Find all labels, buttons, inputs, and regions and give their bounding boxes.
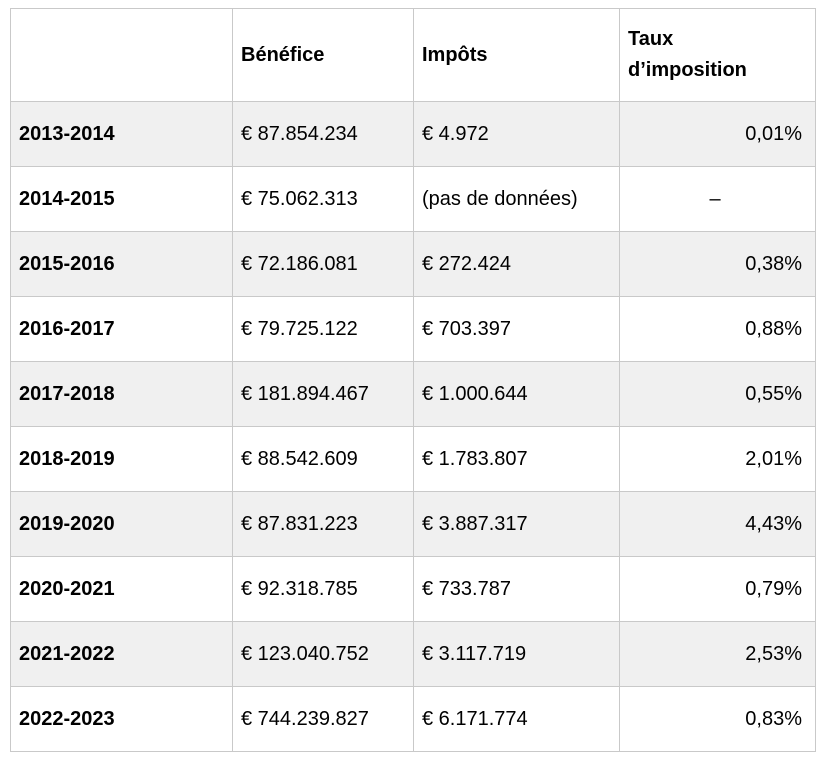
benefice-cell: € 79.725.122 bbox=[232, 296, 414, 362]
benefice-cell: € 181.894.467 bbox=[232, 361, 414, 427]
period-cell: 2017-2018 bbox=[10, 361, 233, 427]
header-row: Bénéfice Impôts Taux d’imposition bbox=[10, 8, 816, 102]
taux-cell: 0,88% bbox=[619, 296, 816, 362]
impots-cell: € 1.783.807 bbox=[413, 426, 620, 492]
taux-cell: 0,01% bbox=[619, 101, 816, 167]
impots-cell: € 4.972 bbox=[413, 101, 620, 167]
benefice-cell: € 75.062.313 bbox=[232, 166, 414, 232]
benefice-cell: € 123.040.752 bbox=[232, 621, 414, 687]
header-taux-label: Taux d’imposition bbox=[628, 28, 747, 81]
benefice-cell: € 88.542.609 bbox=[232, 426, 414, 492]
table-row-2017-2018: 2017-2018 € 181.894.467 € 1.000.644 0,55… bbox=[10, 361, 816, 427]
period-cell: 2020-2021 bbox=[10, 556, 233, 622]
header-taux: Taux d’imposition bbox=[619, 8, 816, 102]
table-row-2022-2023: 2022-2023 € 744.239.827 € 6.171.774 0,83… bbox=[10, 686, 816, 752]
table-row-2015-2016: 2015-2016 € 72.186.081 € 272.424 0,38% bbox=[10, 231, 816, 297]
header-benefice: Bénéfice bbox=[232, 8, 414, 102]
tax-table: Bénéfice Impôts Taux d’imposition 2013-2… bbox=[10, 8, 816, 752]
taux-cell: 0,55% bbox=[619, 361, 816, 427]
table-container: Bénéfice Impôts Taux d’imposition 2013-2… bbox=[10, 8, 816, 752]
period-cell: 2018-2019 bbox=[10, 426, 233, 492]
benefice-cell: € 87.831.223 bbox=[232, 491, 414, 557]
impots-cell: € 3.887.317 bbox=[413, 491, 620, 557]
header-impots: Impôts bbox=[413, 8, 620, 102]
taux-cell: – bbox=[619, 166, 816, 232]
period-cell: 2021-2022 bbox=[10, 621, 233, 687]
header-blank bbox=[10, 8, 233, 102]
taux-cell: 0,83% bbox=[619, 686, 816, 752]
taux-cell: 2,53% bbox=[619, 621, 816, 687]
table-row-2013-2014: 2013-2014 € 87.854.234 € 4.972 0,01% bbox=[10, 101, 816, 167]
table-row-2016-2017: 2016-2017 € 79.725.122 € 703.397 0,88% bbox=[10, 296, 816, 362]
impots-cell: € 733.787 bbox=[413, 556, 620, 622]
taux-cell: 4,43% bbox=[619, 491, 816, 557]
taux-cell: 0,38% bbox=[619, 231, 816, 297]
table-row-2021-2022: 2021-2022 € 123.040.752 € 3.117.719 2,53… bbox=[10, 621, 816, 687]
benefice-cell: € 87.854.234 bbox=[232, 101, 414, 167]
table-row-2014-2015: 2014-2015 € 75.062.313 (pas de données) … bbox=[10, 166, 816, 232]
impots-cell: € 1.000.644 bbox=[413, 361, 620, 427]
impots-cell: € 3.117.719 bbox=[413, 621, 620, 687]
impots-cell: € 703.397 bbox=[413, 296, 620, 362]
period-cell: 2014-2015 bbox=[10, 166, 233, 232]
benefice-cell: € 72.186.081 bbox=[232, 231, 414, 297]
impots-cell: € 6.171.774 bbox=[413, 686, 620, 752]
table-row-2019-2020: 2019-2020 € 87.831.223 € 3.887.317 4,43% bbox=[10, 491, 816, 557]
period-cell: 2013-2014 bbox=[10, 101, 233, 167]
impots-cell: € 272.424 bbox=[413, 231, 620, 297]
period-cell: 2019-2020 bbox=[10, 491, 233, 557]
period-cell: 2016-2017 bbox=[10, 296, 233, 362]
benefice-cell: € 744.239.827 bbox=[232, 686, 414, 752]
benefice-cell: € 92.318.785 bbox=[232, 556, 414, 622]
table-row-2018-2019: 2018-2019 € 88.542.609 € 1.783.807 2,01% bbox=[10, 426, 816, 492]
period-cell: 2015-2016 bbox=[10, 231, 233, 297]
taux-cell: 2,01% bbox=[619, 426, 816, 492]
taux-cell: 0,79% bbox=[619, 556, 816, 622]
impots-cell: (pas de données) bbox=[413, 166, 620, 232]
period-cell: 2022-2023 bbox=[10, 686, 233, 752]
table-row-2020-2021: 2020-2021 € 92.318.785 € 733.787 0,79% bbox=[10, 556, 816, 622]
